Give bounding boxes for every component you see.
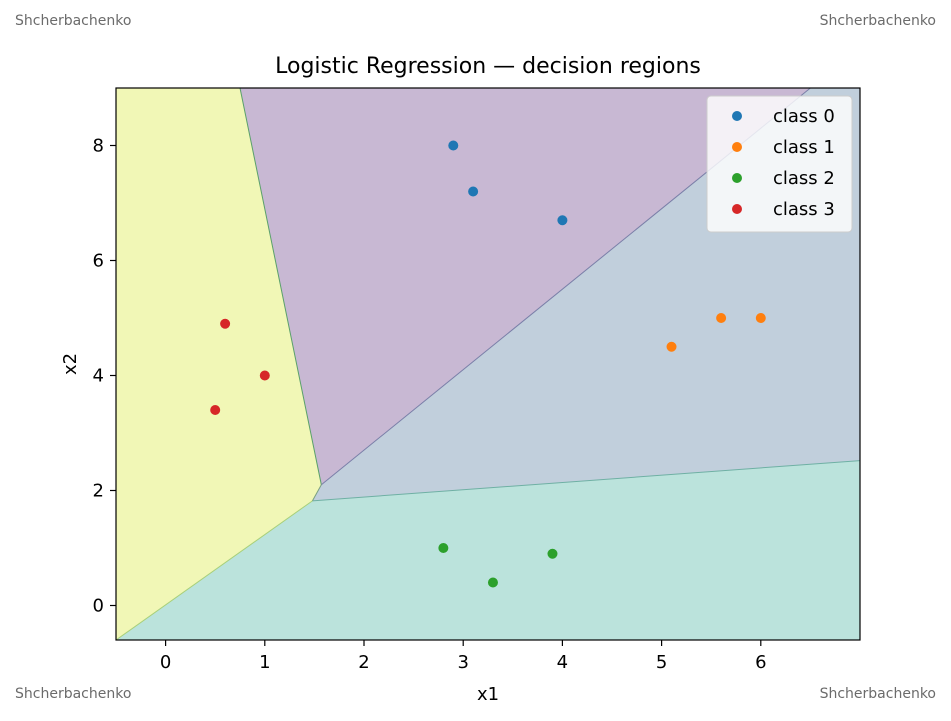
x-tick-label: 4 bbox=[557, 652, 568, 673]
y-axis-label: x2 bbox=[60, 353, 81, 375]
point-class-0-0 bbox=[448, 140, 459, 151]
x-axis-ticks: 0 1 2 3 4 5 6 bbox=[160, 640, 767, 673]
legend-marker-class-2 bbox=[732, 173, 742, 183]
x-tick-label: 0 bbox=[160, 652, 171, 673]
legend-label-class-1: class 1 bbox=[773, 137, 835, 158]
watermark-bottom-right: Shcherbachenko bbox=[819, 686, 936, 702]
x-tick-label: 2 bbox=[358, 652, 369, 673]
point-class-3-1 bbox=[220, 318, 231, 329]
point-class-3-0 bbox=[210, 405, 221, 415]
watermark-top-left: Shcherbachenko bbox=[15, 13, 132, 29]
point-class-0-2 bbox=[557, 215, 568, 226]
decision-region-class-3 bbox=[116, 88, 322, 640]
legend-box bbox=[706, 95, 853, 233]
point-class-1-0 bbox=[666, 341, 677, 352]
legend-marker-class-3 bbox=[732, 204, 742, 214]
x-tick-label: 3 bbox=[457, 652, 468, 673]
point-class-0-1 bbox=[468, 186, 479, 197]
legend-marker-class-0 bbox=[732, 111, 742, 121]
legend-label-class-2: class 2 bbox=[773, 168, 835, 189]
y-tick-label: 8 bbox=[93, 136, 104, 157]
boundary-class-3-class-2 bbox=[115, 500, 313, 641]
x-tick-label: 5 bbox=[656, 652, 667, 673]
x-tick-label: 6 bbox=[755, 652, 766, 673]
y-tick-label: 2 bbox=[93, 481, 104, 502]
y-tick-label: 4 bbox=[93, 366, 104, 387]
x-axis-label: x1 bbox=[477, 684, 499, 705]
plot-frame bbox=[115, 87, 861, 641]
point-class-2-1 bbox=[487, 577, 498, 588]
x-tick-label: 1 bbox=[259, 652, 270, 673]
legend-label-class-3: class 3 bbox=[773, 199, 835, 220]
watermark-bottom-left: Shcherbachenko bbox=[15, 686, 132, 702]
decision-region-class-2 bbox=[116, 460, 860, 640]
boundary-class-1-class-2 bbox=[312, 460, 861, 502]
legend-label-class-0: class 0 bbox=[773, 106, 835, 127]
y-tick-label: 6 bbox=[93, 251, 104, 272]
y-axis-ticks: 0 2 4 6 8 bbox=[93, 136, 116, 617]
y-tick-label: 0 bbox=[93, 596, 104, 617]
point-class-1-1 bbox=[716, 313, 727, 323]
chart-title: Logistic Regression — decision regions bbox=[275, 54, 701, 79]
point-class-3-2 bbox=[259, 370, 270, 381]
watermark-top-right: Shcherbachenko bbox=[819, 13, 936, 29]
point-class-2-0 bbox=[438, 543, 449, 553]
point-class-2-2 bbox=[547, 548, 558, 559]
boundary-class-3-class-0 bbox=[239, 87, 322, 485]
point-class-1-2 bbox=[755, 313, 766, 323]
boundary-junction bbox=[311, 484, 322, 502]
legend-marker-class-1 bbox=[732, 142, 742, 152]
legend: class 0 class 1 class 2 class 3 bbox=[706, 95, 853, 233]
data-points bbox=[210, 140, 766, 588]
decision-region-class-0 bbox=[240, 88, 811, 485]
